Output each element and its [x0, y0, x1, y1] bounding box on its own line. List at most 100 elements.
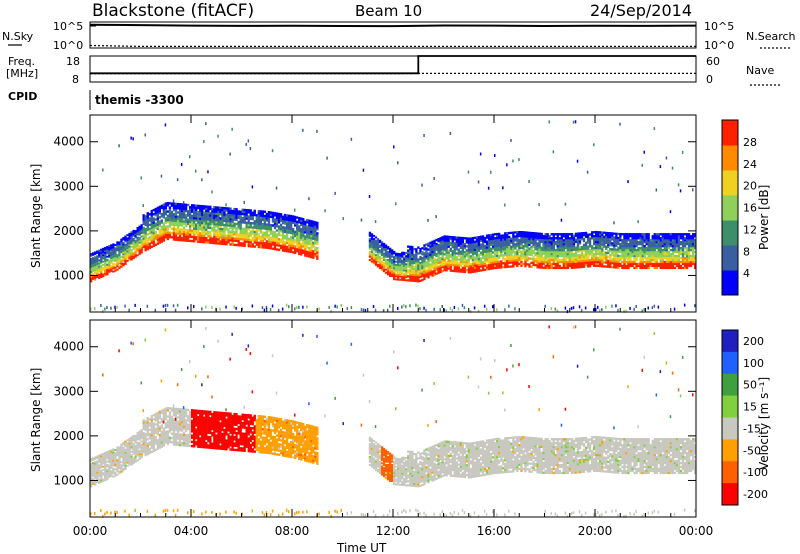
power-cell — [164, 210, 168, 214]
power-cell — [98, 262, 101, 265]
power-cell — [294, 239, 297, 242]
power-cell — [659, 237, 662, 240]
power-cell — [296, 250, 299, 253]
power-cell — [550, 258, 553, 262]
velocity-cell — [118, 459, 121, 462]
power-cell — [487, 254, 491, 257]
power-cell — [378, 265, 382, 268]
power-cell — [574, 240, 578, 243]
power-cell — [245, 230, 248, 233]
power-cell — [483, 248, 487, 252]
power-cell — [263, 244, 267, 247]
power-cell — [249, 213, 252, 216]
power-cell — [300, 219, 303, 222]
power-cell — [677, 249, 681, 252]
power-cell — [673, 243, 677, 246]
power-cell — [136, 246, 139, 249]
power-cell — [118, 265, 121, 268]
power-cell — [675, 241, 679, 244]
power-cell — [368, 252, 372, 255]
power-cell — [544, 252, 547, 256]
power-cell — [160, 225, 164, 228]
power-cell — [473, 246, 477, 249]
power-cell — [138, 227, 141, 230]
power-cell — [106, 249, 109, 252]
power-cell — [308, 246, 311, 250]
power-cell — [221, 238, 224, 241]
power-cell — [140, 245, 143, 247]
power-cell — [675, 245, 679, 248]
power-speck — [449, 306, 452, 310]
power-cell — [207, 205, 210, 208]
power-cell — [314, 227, 317, 230]
power-cell — [253, 232, 256, 236]
power-cell — [550, 264, 553, 268]
power-cell — [512, 245, 515, 248]
power-cell — [106, 268, 109, 271]
power-cell — [368, 233, 372, 236]
power-cell — [496, 246, 499, 250]
power-cell — [679, 243, 683, 246]
velocity-cell — [102, 468, 105, 471]
power-cell — [265, 240, 269, 243]
power-cell — [633, 258, 636, 262]
power-cell — [467, 253, 471, 256]
power-cell — [641, 250, 644, 254]
power-cell — [386, 263, 390, 266]
power-cell — [423, 264, 426, 267]
power-cell — [694, 239, 697, 242]
power-cell — [627, 233, 630, 236]
power-cell — [128, 248, 131, 251]
power-cell — [417, 272, 420, 275]
power-cell — [221, 206, 224, 210]
power-cell — [263, 231, 267, 234]
power-cell — [164, 229, 168, 233]
power-cell — [498, 264, 501, 267]
power-cell — [473, 266, 477, 269]
power-cell — [544, 233, 547, 236]
power-cell — [158, 239, 162, 242]
velocity-cell — [106, 454, 109, 457]
power-cell — [457, 264, 460, 267]
power-cell — [288, 250, 291, 253]
power-cell — [475, 238, 479, 241]
power-cell — [380, 252, 384, 255]
power-cell — [423, 275, 426, 279]
power-cell — [195, 223, 198, 226]
power-cell — [653, 249, 656, 252]
power-cell — [271, 230, 275, 234]
power-cell — [582, 257, 586, 260]
power-cell — [542, 242, 545, 246]
power-cell — [199, 213, 202, 216]
power-cell — [126, 242, 129, 245]
power-cell — [134, 251, 137, 253]
power-cell — [564, 264, 568, 268]
power-cell — [522, 235, 525, 238]
power-cell — [140, 240, 143, 243]
power-cell — [211, 210, 214, 213]
power-cell — [195, 231, 198, 235]
power-cell — [506, 257, 509, 261]
velocity-cell — [122, 448, 125, 451]
power-cell — [605, 241, 608, 244]
power-cell — [193, 221, 196, 224]
power-cell — [485, 242, 489, 245]
power-speck — [241, 307, 243, 311]
power-cell — [376, 244, 380, 247]
nsky-series-nsearch — [89, 44, 696, 47]
power-cell — [223, 230, 226, 233]
power-cell — [247, 244, 250, 248]
power-cell — [673, 249, 677, 252]
power-cell — [441, 269, 444, 273]
power-cell — [267, 242, 271, 245]
power-speck — [324, 209, 326, 213]
power-cell — [94, 275, 97, 278]
power-speck — [124, 304, 126, 308]
power-cell — [481, 253, 485, 256]
power-cell — [576, 246, 580, 249]
power-cell — [249, 240, 252, 244]
power-speck — [483, 304, 486, 308]
power-cell — [649, 264, 652, 268]
power-cell — [667, 254, 671, 258]
power-cell — [308, 249, 311, 252]
